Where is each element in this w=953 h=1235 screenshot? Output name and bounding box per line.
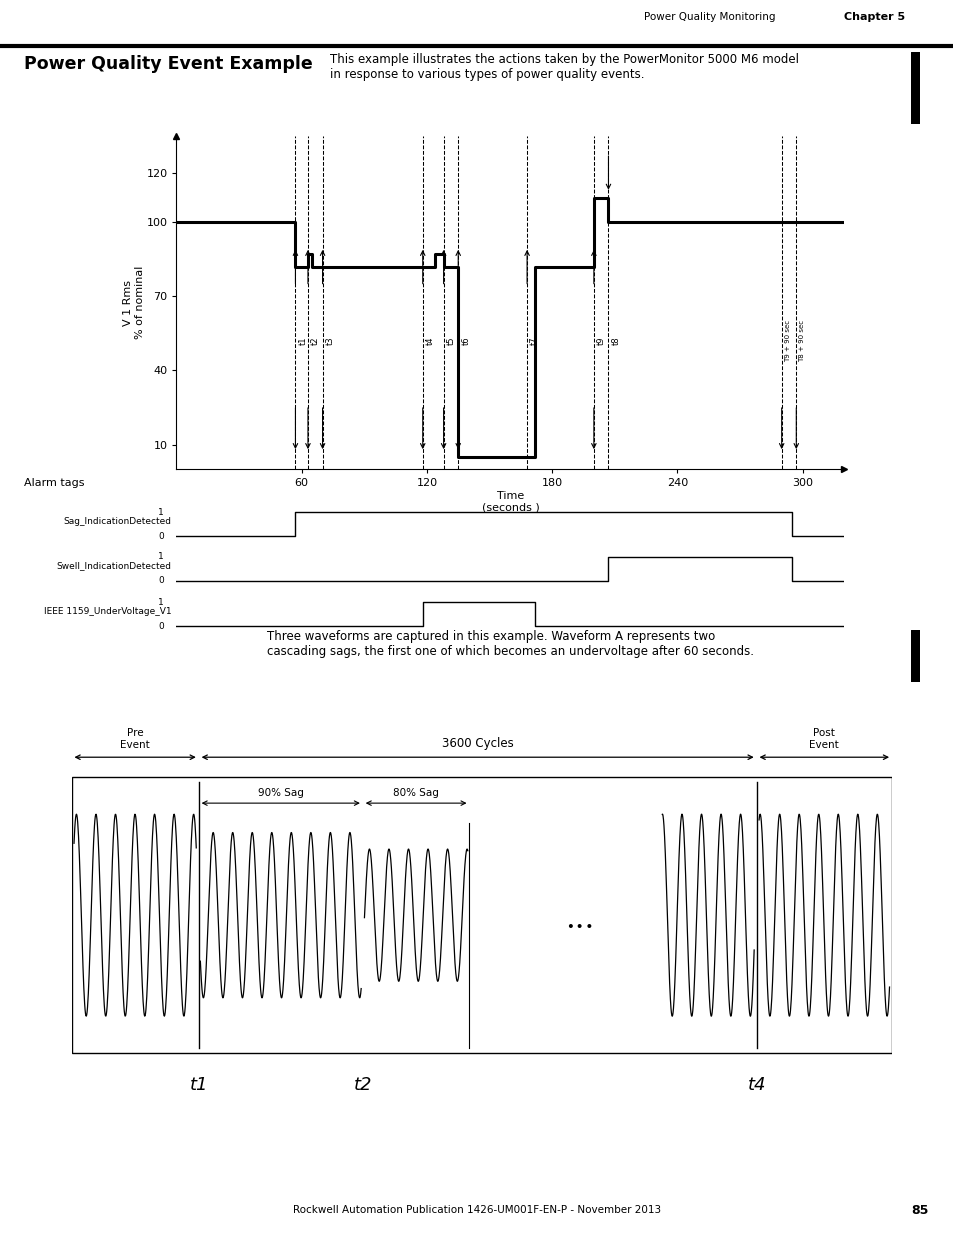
Text: 1: 1 [158,508,164,516]
Text: T8 + 90 sec: T8 + 90 sec [799,320,804,362]
Text: 0: 0 [158,576,164,585]
Text: 1: 1 [158,598,164,606]
Text: Post
Event: Post Event [808,729,839,750]
Text: This example illustrates the actions taken by the PowerMonitor 5000 M6 model
in : This example illustrates the actions tak… [330,53,798,82]
Text: t1: t1 [190,1076,208,1094]
Text: 85: 85 [910,1204,927,1216]
Text: Rockwell Automation Publication 1426-UM001F-EN-P - November 2013: Rockwell Automation Publication 1426-UM0… [293,1205,660,1215]
Text: Power Quality Monitoring: Power Quality Monitoring [643,11,775,22]
Text: 3600 Cycles: 3600 Cycles [441,737,513,750]
Text: Sag_IndicationDetected: Sag_IndicationDetected [64,516,172,526]
Text: t6: t6 [461,337,470,345]
Text: 1: 1 [158,552,164,561]
Text: t9: t9 [597,337,605,345]
Text: ...: ... [565,904,595,935]
Bar [71,777,891,1053]
Text: t2: t2 [311,337,320,345]
Text: 90% Sag: 90% Sag [257,788,303,798]
X-axis label: Time
(seconds ): Time (seconds ) [481,492,538,513]
Text: t4: t4 [746,1076,765,1094]
Text: T9 + 90 sec: T9 + 90 sec [784,320,790,362]
Y-axis label: V 1 Rms
% of nominal: V 1 Rms % of nominal [123,266,145,340]
Text: 0: 0 [158,531,164,541]
Text: t1: t1 [298,337,307,345]
Text: 80% Sag: 80% Sag [393,788,438,798]
Text: Three waveforms are captured in this example. Waveform A represents two
cascadin: Three waveforms are captured in this exa… [267,630,753,658]
Text: IEEE 1159_UnderVoltage_V1: IEEE 1159_UnderVoltage_V1 [44,606,172,616]
Text: 0: 0 [158,621,164,631]
Text: Pre
Event: Pre Event [120,729,150,750]
Text: t2: t2 [354,1076,372,1094]
Text: t3: t3 [325,337,335,345]
Text: t7: t7 [530,337,538,345]
Text: Alarm tags: Alarm tags [24,478,84,488]
Text: t5: t5 [446,337,456,345]
Text: Chapter 5: Chapter 5 [843,11,904,22]
Text: t8: t8 [611,337,620,345]
Text: t4: t4 [425,337,435,345]
Text: Swell_IndicationDetected: Swell_IndicationDetected [56,561,172,571]
Text: Power Quality Event Example: Power Quality Event Example [24,56,313,73]
